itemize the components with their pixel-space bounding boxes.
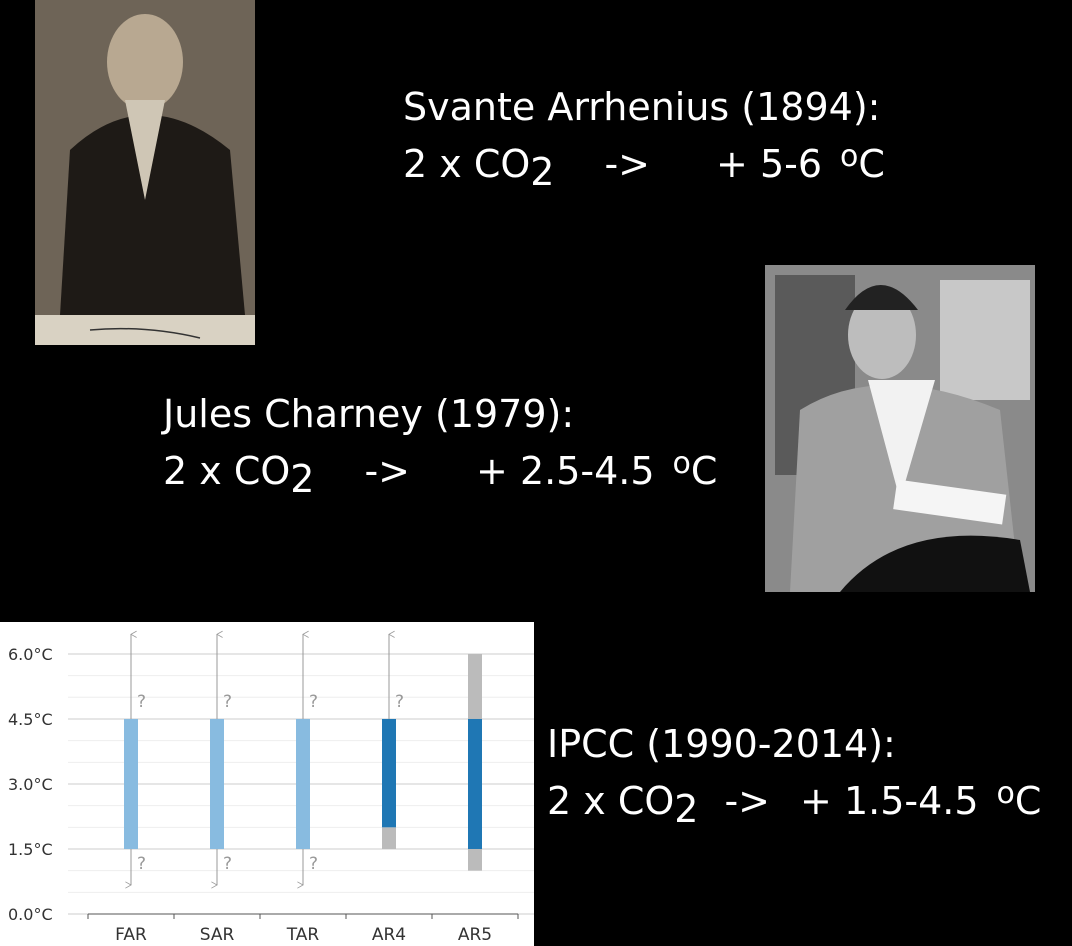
y-tick-label: 3.0°C (8, 775, 53, 794)
question-mark: ? (137, 692, 146, 712)
likely-range (296, 718, 310, 849)
formula-change: + 1.5-4.5 (800, 779, 979, 823)
outer-range-low (382, 827, 396, 849)
likely-range (382, 718, 396, 828)
likely-range (210, 718, 224, 849)
formula-arrow: -> (724, 779, 770, 823)
outer-range-high (468, 653, 482, 719)
formula-unit: C (1015, 779, 1042, 823)
formula-change: + 5-6 (716, 142, 822, 186)
question-mark: ? (223, 854, 232, 874)
formula: 2 x CO2 -> + 5-6 oC (403, 139, 885, 194)
likely-range (124, 718, 138, 849)
question-mark: ? (137, 854, 146, 874)
formula: 2 x CO2 -> + 2.5-4.5 oC (163, 446, 717, 501)
question-mark: ? (395, 692, 404, 712)
formula-arrow: -> (604, 142, 650, 186)
slide-heading: Jules Charney (1979): (161, 392, 574, 436)
y-tick-label: 1.5°C (8, 840, 53, 859)
formula-unit: C (691, 449, 718, 493)
formula-superscript: o (673, 446, 691, 481)
formula-lead: 2 x CO (163, 449, 290, 493)
x-tick-label: FAR (115, 925, 147, 945)
formula-lead: 2 x CO (403, 142, 530, 186)
slide-heading: IPCC (1990-2014): (547, 722, 896, 766)
x-tick-label: AR4 (372, 925, 406, 945)
portrait-charney (765, 265, 1035, 592)
formula-superscript: o (840, 139, 858, 174)
outer-range-low (468, 848, 482, 871)
formula-change: + 2.5-4.5 (476, 449, 655, 493)
question-mark: ? (223, 692, 232, 712)
y-tick-label: 6.0°C (8, 645, 53, 664)
formula: 2 x CO2 -> + 1.5-4.5 oC (547, 776, 1041, 831)
question-mark: ? (309, 692, 318, 712)
formula-arrow: -> (364, 449, 410, 493)
x-tick-label: SAR (200, 925, 235, 945)
y-tick-label: 4.5°C (8, 710, 53, 729)
slide-heading: Svante Arrhenius (1894): (403, 85, 880, 129)
x-tick-label: AR5 (458, 925, 492, 945)
formula-unit: C (858, 142, 885, 186)
formula-subscript: 2 (290, 457, 314, 501)
formula-subscript: 2 (674, 787, 698, 831)
question-mark: ? (309, 854, 318, 874)
y-tick-label: 0.0°C (8, 905, 53, 924)
likely-range (468, 718, 482, 849)
x-tick-label: TAR (286, 925, 320, 945)
formula-superscript: o (997, 776, 1015, 811)
portrait-arrhenius (35, 0, 255, 345)
formula-subscript: 2 (530, 150, 554, 194)
formula-lead: 2 x CO (547, 779, 674, 823)
